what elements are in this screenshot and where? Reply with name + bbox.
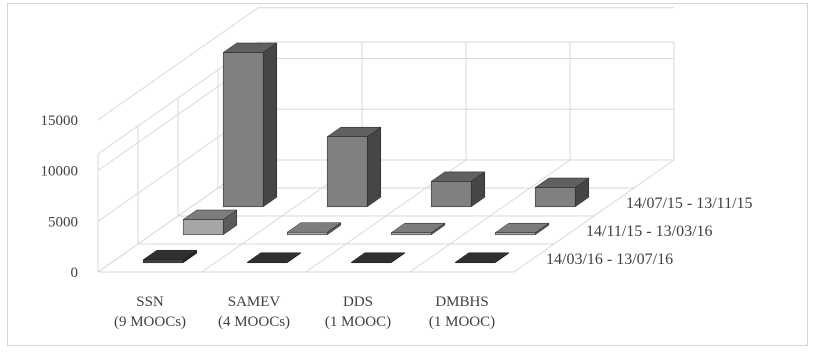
x-category-label: (9 MOOCs): [114, 314, 186, 330]
series-depth-label: 14/07/15 - 13/11/15: [626, 195, 753, 212]
bar: [390, 232, 432, 236]
value-gridline: [97, 58, 674, 171]
bar-top: [326, 126, 382, 137]
x-category-label: SAMEV: [228, 294, 281, 310]
series-depth-label: 14/03/16 - 13/07/16: [546, 251, 673, 268]
bar-top: [390, 222, 446, 233]
x-category-label: (1 MOOC): [429, 314, 495, 330]
x-category-label: SSN: [136, 294, 164, 310]
bar: [534, 187, 576, 208]
bar-top: [222, 42, 278, 53]
x-category-label: (4 MOOCs): [218, 314, 290, 330]
bar-top: [494, 222, 550, 233]
bar: [142, 259, 184, 264]
bar-top: [454, 252, 510, 263]
bar-top: [350, 252, 406, 263]
bar: [326, 136, 368, 208]
y-tick-label: 0: [71, 265, 79, 281]
bar-top: [534, 177, 590, 188]
x-category-label: DDS: [343, 294, 373, 310]
bar-top: [142, 249, 198, 260]
x-category-label: DMBHS: [435, 294, 488, 310]
bar: [430, 181, 472, 208]
y-tick-label: 15000: [41, 113, 79, 129]
y-tick-label: 5000: [48, 214, 78, 230]
bar: [182, 219, 224, 236]
bar: [286, 231, 328, 236]
series-depth-label: 14/11/15 - 13/03/16: [586, 223, 713, 240]
bar-top: [286, 222, 342, 233]
value-gridline: [97, 7, 674, 121]
bar: [494, 232, 536, 236]
bar-top: [182, 209, 238, 220]
bar-top: [430, 171, 486, 182]
bar-side: [366, 126, 382, 208]
x-category-label: (1 MOOC): [325, 314, 391, 330]
value-gridline: [97, 108, 674, 222]
y-tick-label: 10000: [41, 164, 79, 180]
bar-side: [262, 42, 278, 208]
bar-top: [246, 252, 302, 263]
bar: [222, 52, 264, 208]
